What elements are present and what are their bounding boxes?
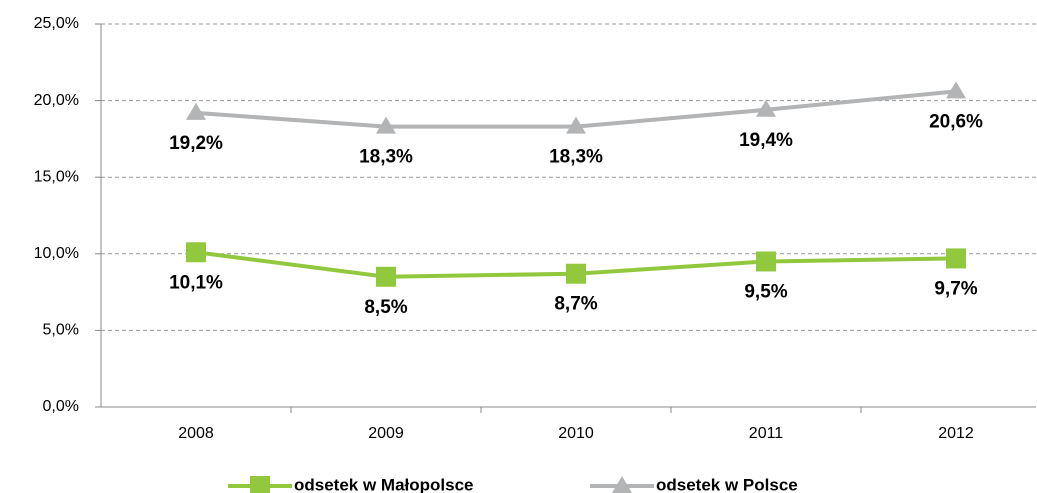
point [756,99,776,117]
y-tick-label: 10,0% [34,245,79,262]
x-tick-label: 2008 [178,425,214,442]
data-label: 18,3% [549,147,603,168]
data-label: 18,3% [359,147,413,168]
point [946,248,966,269]
point [186,102,206,120]
point [946,81,966,99]
y-tick-label: 0,0% [43,398,79,415]
data-label: 19,2% [169,133,223,154]
data-label: 19,4% [739,130,793,151]
point [566,263,586,284]
legend-label: odsetek w Polsce [656,475,798,493]
x-tick-label: 2010 [558,425,594,442]
data-label: 9,7% [934,278,977,299]
data-label: 9,5% [744,281,787,302]
x-tick-label: 2011 [749,425,784,442]
data-label: 20,6% [929,111,983,132]
y-tick-label: 15,0% [34,168,79,185]
point [756,251,776,272]
point [186,242,206,263]
data-label: 8,5% [364,297,407,318]
data-label: 10,1% [169,272,223,293]
x-tick-label: 2009 [368,425,404,442]
legend-label: odsetek w Małopolsce [294,475,474,493]
legend-marker [612,476,632,493]
point [376,116,396,134]
point [566,116,586,134]
y-tick-label: 25,0% [34,15,79,32]
point [376,266,396,287]
data-label: 8,7% [554,294,597,315]
y-tick-label: 20,0% [34,92,79,109]
x-tick-label: 2012 [938,425,974,442]
legend-marker [250,476,270,493]
y-tick-label: 5,0% [43,322,79,339]
